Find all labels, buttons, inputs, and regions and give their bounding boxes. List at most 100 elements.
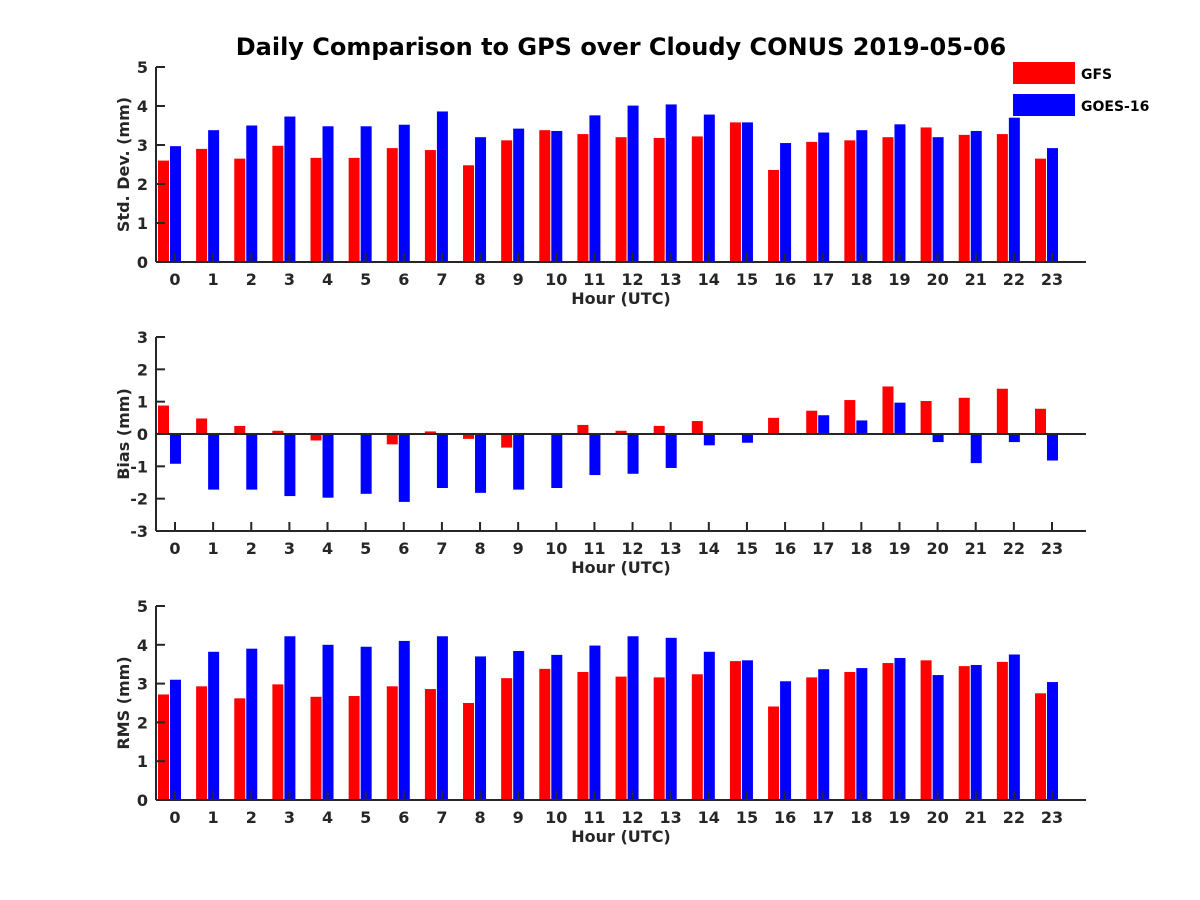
- bar-rms-goes-16-hour-9: [513, 651, 525, 800]
- x-tick-label-std-12: 12: [621, 270, 643, 289]
- bar-std-gfs-hour-14: [691, 136, 703, 262]
- legend-label-gfs: GFS: [1081, 67, 1112, 83]
- bar-bias-goes-16-hour-18: [856, 420, 868, 434]
- bar-rms-goes-16-hour-0: [170, 679, 181, 800]
- bar-std-goes-16-hour-7: [436, 111, 448, 263]
- bar-rms-goes-16-hour-6: [398, 640, 410, 800]
- bar-std-goes-16-hour-4: [322, 126, 334, 262]
- bar-bias-goes-16-hour-12: [627, 434, 639, 474]
- y-tick-label-std-4: 4: [137, 97, 148, 116]
- bar-rms-gfs-hour-8: [463, 703, 475, 800]
- bar-rms-gfs-hour-22: [996, 661, 1008, 800]
- bar-std-gfs-hour-15: [729, 122, 741, 262]
- bar-bias-goes-16-hour-20: [932, 434, 944, 443]
- x-tick-label-rms-6: 6: [398, 808, 409, 827]
- bar-rms-gfs-hour-7: [424, 689, 436, 800]
- bar-rms-gfs-hour-13: [653, 677, 665, 800]
- x-tick-label-rms-2: 2: [246, 808, 257, 827]
- bar-rms-gfs-hour-11: [577, 671, 589, 800]
- bar-std-gfs-hour-3: [272, 145, 284, 262]
- bar-bias-goes-16-hour-14: [703, 434, 715, 446]
- y-tick-label-bias-3: -3: [130, 522, 148, 541]
- bar-std-gfs-hour-6: [386, 148, 398, 262]
- bar-bias-gfs-hour-23: [1034, 408, 1046, 434]
- bar-bias-gfs-hour-16: [768, 417, 780, 434]
- x-tick-label-bias-1: 1: [208, 539, 219, 558]
- y-axis-label-std: Std. Dev. (mm): [114, 97, 133, 232]
- y-tick-label-bias-2: -2: [130, 490, 148, 509]
- bar-std-gfs-hour-21: [958, 134, 970, 262]
- bar-bias-goes-16-hour-9: [513, 434, 525, 490]
- x-tick-label-bias-13: 13: [660, 539, 682, 558]
- bar-rms-goes-16-hour-14: [703, 651, 715, 800]
- bar-std-goes-16-hour-2: [246, 125, 258, 262]
- x-tick-label-rms-13: 13: [660, 808, 682, 827]
- x-tick-label-rms-9: 9: [513, 808, 524, 827]
- legend-swatch-goes16: [1013, 94, 1075, 116]
- legend-swatch-gfs: [1013, 62, 1075, 84]
- y-tick-label-std-2: 2: [137, 175, 148, 194]
- y-tick-label-std-0: 0: [137, 253, 148, 272]
- bar-rms-gfs-hour-15: [729, 661, 741, 800]
- y-axis-label-bias: Bias (mm): [114, 388, 133, 480]
- x-tick-label-bias-15: 15: [736, 539, 758, 558]
- x-tick-label-rms-16: 16: [774, 808, 796, 827]
- bar-std-goes-16-hour-3: [284, 116, 296, 262]
- x-tick-label-bias-17: 17: [812, 539, 834, 558]
- bar-std-goes-16-hour-8: [475, 137, 487, 262]
- x-tick-label-std-16: 16: [774, 270, 796, 289]
- bar-std-goes-16-hour-19: [894, 124, 906, 262]
- bar-bias-goes-16-hour-21: [970, 434, 982, 464]
- bar-bias-gfs-hour-13: [653, 425, 665, 434]
- bar-rms-goes-16-hour-13: [665, 637, 677, 800]
- y-tick-label-bias-2: 2: [137, 360, 148, 379]
- bar-bias-gfs-hour-14: [691, 421, 703, 434]
- x-tick-label-rms-0: 0: [169, 808, 180, 827]
- bar-bias-gfs-hour-8: [463, 434, 475, 439]
- bar-rms-goes-16-hour-19: [894, 657, 906, 800]
- bar-std-gfs-hour-4: [310, 157, 322, 262]
- x-tick-label-std-15: 15: [736, 270, 758, 289]
- bar-std-gfs-hour-7: [424, 150, 436, 262]
- x-tick-label-bias-21: 21: [965, 539, 987, 558]
- x-tick-label-std-10: 10: [545, 270, 567, 289]
- bar-std-gfs-hour-13: [653, 137, 665, 262]
- x-tick-label-bias-12: 12: [621, 539, 643, 558]
- bar-std-gfs-hour-8: [463, 165, 475, 262]
- bar-bias-goes-16-hour-2: [246, 434, 258, 490]
- x-tick-label-std-8: 8: [474, 270, 485, 289]
- x-tick-label-rms-1: 1: [208, 808, 219, 827]
- bar-rms-goes-16-hour-15: [741, 660, 753, 800]
- x-tick-label-rms-14: 14: [698, 808, 720, 827]
- bar-bias-goes-16-hour-1: [208, 434, 220, 490]
- bar-rms-goes-16-hour-2: [246, 648, 258, 800]
- x-tick-label-rms-12: 12: [621, 808, 643, 827]
- x-tick-label-std-14: 14: [698, 270, 720, 289]
- bar-std-gfs-hour-12: [615, 137, 627, 262]
- x-axis-label-rms: Hour (UTC): [571, 827, 671, 846]
- bar-std-gfs-hour-18: [844, 140, 856, 262]
- bar-bias-goes-16-hour-10: [551, 434, 563, 488]
- x-tick-label-bias-6: 6: [398, 539, 409, 558]
- x-tick-label-std-9: 9: [513, 270, 524, 289]
- bar-std-goes-16-hour-12: [627, 105, 639, 262]
- bar-bias-goes-16-hour-3: [284, 434, 296, 497]
- y-tick-label-bias-1: 1: [137, 393, 148, 412]
- bar-std-goes-16-hour-17: [818, 132, 830, 262]
- bar-bias-gfs-hour-12: [615, 430, 627, 434]
- legend-label-goes16: GOES-16: [1081, 99, 1149, 115]
- bar-std-goes-16-hour-18: [856, 130, 868, 262]
- bar-std-goes-16-hour-9: [513, 128, 525, 262]
- bar-rms-goes-16-hour-12: [627, 636, 639, 800]
- x-tick-label-bias-16: 16: [774, 539, 796, 558]
- bar-bias-gfs-hour-20: [920, 401, 932, 434]
- x-tick-label-bias-22: 22: [1003, 539, 1025, 558]
- bar-std-gfs-hour-2: [234, 158, 246, 262]
- bar-rms-gfs-hour-20: [920, 660, 932, 800]
- bar-bias-goes-16-hour-4: [322, 434, 334, 498]
- bar-std-gfs-hour-19: [882, 137, 894, 262]
- x-tick-label-bias-20: 20: [926, 539, 948, 558]
- bar-std-gfs-hour-0: [158, 160, 169, 262]
